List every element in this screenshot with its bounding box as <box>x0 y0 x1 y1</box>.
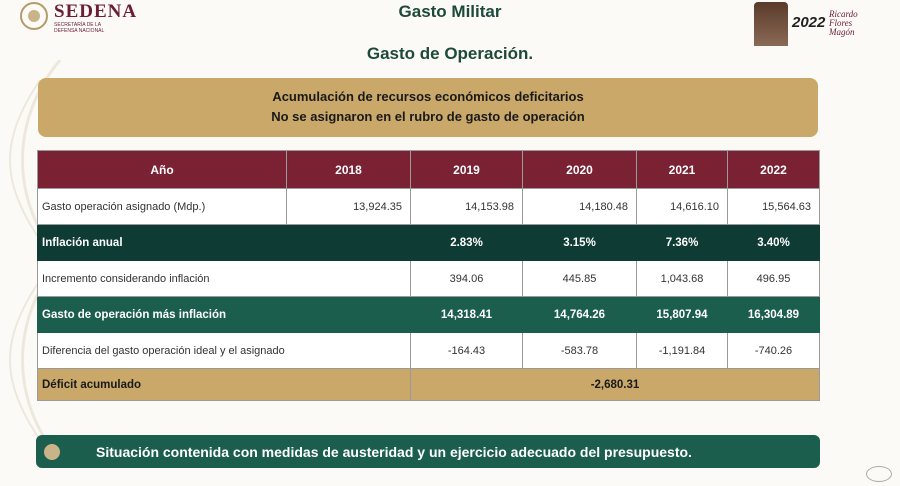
row-label: Déficit acumulado <box>37 368 411 401</box>
year-badge: 2022 Ricardo Flores Magón <box>754 2 862 46</box>
table-cell: 14,153.98 <box>410 188 523 225</box>
table-cell: -583.78 <box>522 332 637 369</box>
row-label: Gasto de operación más inflación <box>37 296 411 333</box>
table-cell: 15,807.94 <box>636 296 728 333</box>
table-cell: 394.06 <box>410 260 523 297</box>
table-header-row: Año 2018 2019 2020 2021 2022 <box>37 150 820 189</box>
table-cell: -164.43 <box>410 332 523 369</box>
seal-icon <box>44 443 60 460</box>
summary-banner: Acumulación de recursos económicos defic… <box>38 78 818 137</box>
column-header: 2022 <box>727 150 820 189</box>
page-subtitle: Gasto de Operación. <box>366 44 534 63</box>
table-cell: 14,318.41 <box>410 296 523 333</box>
row-label: Inflación anual <box>37 224 411 261</box>
table-cell: -740.26 <box>727 332 820 369</box>
badge-name: Ricardo Flores Magón <box>829 9 858 37</box>
watermark-icon <box>866 466 892 482</box>
banner-line-2: No se asignaron en el rubro de gasto de … <box>271 109 585 124</box>
table-cell: -1,191.84 <box>636 332 728 369</box>
table-cell: 14,764.26 <box>522 296 637 333</box>
table-cell: 15,564.63 <box>727 188 820 225</box>
org-name: SEDENA <box>54 1 138 22</box>
table-cell: 13,924.35 <box>286 188 411 225</box>
table-cell: 496.95 <box>727 260 820 297</box>
banner-line-1: Acumulación de recursos económicos defic… <box>272 89 584 104</box>
table-cell: 3.40% <box>727 224 820 261</box>
column-header: 2019 <box>410 150 523 189</box>
table-row: Diferencia del gasto operación ideal y e… <box>37 332 820 369</box>
row-label: Diferencia del gasto operación ideal y e… <box>37 332 411 369</box>
table-row: Gasto operación asignado (Mdp.) 13,924.3… <box>37 188 820 225</box>
badge-year: 2022 <box>792 14 826 31</box>
table-row: Déficit acumulado -2,680.31 <box>37 368 820 401</box>
table-cell: 16,304.89 <box>727 296 820 333</box>
table-cell: 7.36% <box>636 224 728 261</box>
conclusion-text: Situación contenida con medidas de auste… <box>96 443 692 460</box>
row-label: Incremento considerando inflación <box>37 260 411 297</box>
table-cell: 1,043.68 <box>636 260 728 297</box>
table-row: Gasto de operación más inflación 14,318.… <box>37 296 820 333</box>
table-row: Inflación anual 2.83% 3.15% 7.36% 3.40% <box>37 224 820 261</box>
table-row: Incremento considerando inflación 394.06… <box>37 260 820 297</box>
org-subtitle: SECRETARÍA DE LA DEFENSA NACIONAL <box>54 22 105 34</box>
table-cell: 445.85 <box>522 260 637 297</box>
national-seal-icon <box>20 2 48 30</box>
deficit-total: -2,680.31 <box>410 368 820 401</box>
row-label: Gasto operación asignado (Mdp.) <box>37 188 287 225</box>
conclusion-banner: Situación contenida con medidas de auste… <box>36 435 820 468</box>
column-header: Año <box>37 150 287 189</box>
table-cell: 14,616.10 <box>636 188 728 225</box>
budget-table: Año 2018 2019 2020 2021 2022 Gasto opera… <box>37 150 820 401</box>
sedena-logo: SEDENA SECRETARÍA DE LA DEFENSA NACIONAL <box>20 2 137 34</box>
table-cell: 3.15% <box>522 224 637 261</box>
table-cell: 14,180.48 <box>522 188 637 225</box>
column-header: 2021 <box>636 150 728 189</box>
portrait-icon <box>754 2 788 46</box>
page-title: Gasto Militar <box>398 2 502 21</box>
table-cell: 2.83% <box>410 224 523 261</box>
column-header: 2020 <box>522 150 637 189</box>
column-header: 2018 <box>286 150 411 189</box>
